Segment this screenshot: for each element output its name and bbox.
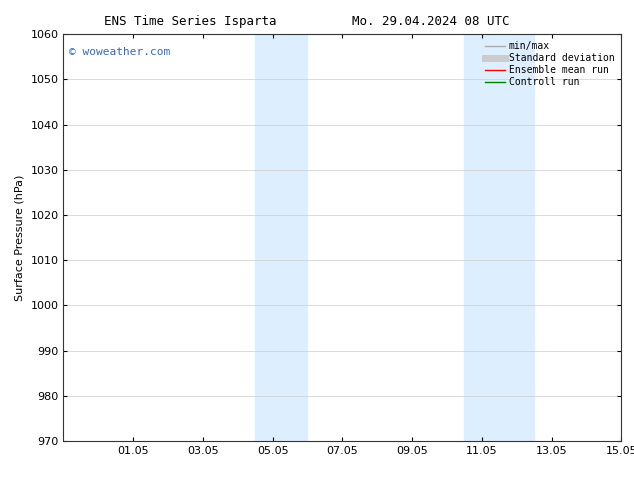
Text: ENS Time Series Isparta: ENS Time Series Isparta [104, 15, 276, 28]
Bar [464, 34, 534, 441]
Text: Mo. 29.04.2024 08 UTC: Mo. 29.04.2024 08 UTC [353, 15, 510, 28]
Bar [255, 34, 307, 441]
Text: © woweather.com: © woweather.com [69, 47, 171, 56]
Legend: min/max, Standard deviation, Ensemble mean run, Controll run: min/max, Standard deviation, Ensemble me… [484, 39, 616, 89]
Y-axis label: Surface Pressure (hPa): Surface Pressure (hPa) [15, 174, 25, 301]
